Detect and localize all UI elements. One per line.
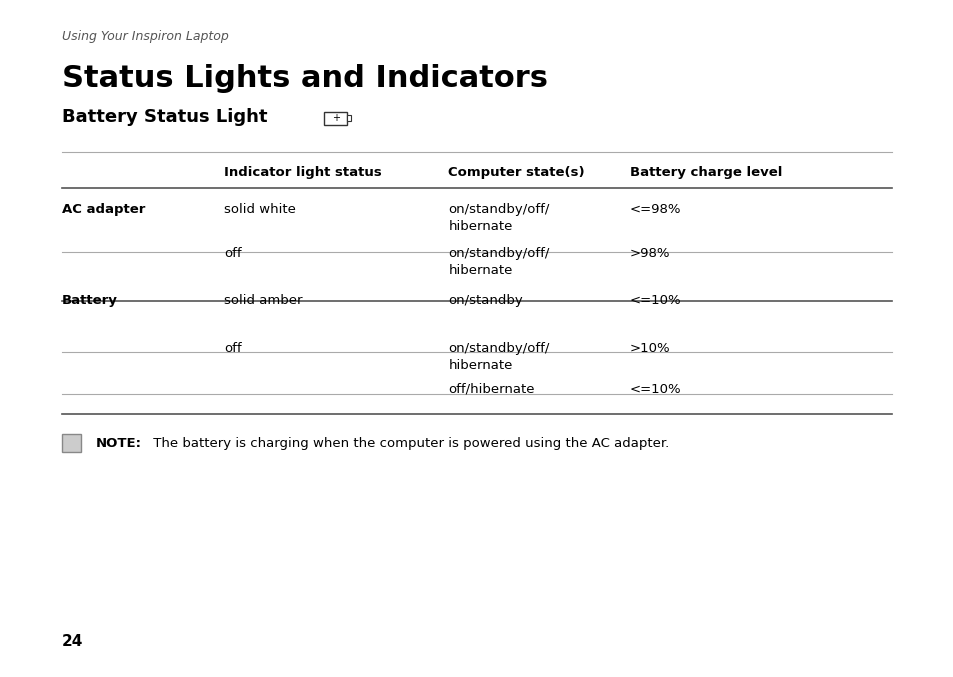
Text: +: + (332, 113, 339, 123)
Text: Status Lights and Indicators: Status Lights and Indicators (62, 64, 547, 93)
FancyBboxPatch shape (347, 115, 351, 121)
Text: Indicator light status: Indicator light status (224, 166, 381, 179)
Text: <=98%: <=98% (629, 203, 680, 216)
Text: AC adapter: AC adapter (62, 203, 145, 216)
Text: on/standby/off/
hibernate: on/standby/off/ hibernate (448, 203, 549, 233)
Text: on/standby: on/standby (448, 294, 522, 307)
Text: The battery is charging when the computer is powered using the AC adapter.: The battery is charging when the compute… (149, 437, 668, 450)
Text: Computer state(s): Computer state(s) (448, 166, 584, 179)
Text: 24: 24 (62, 634, 83, 649)
Text: on/standby/off/
hibernate: on/standby/off/ hibernate (448, 342, 549, 372)
Text: on/standby/off/
hibernate: on/standby/off/ hibernate (448, 247, 549, 277)
Text: solid white: solid white (224, 203, 295, 216)
Text: off: off (224, 342, 241, 355)
Text: >98%: >98% (629, 247, 669, 260)
FancyBboxPatch shape (62, 434, 81, 452)
Text: Battery: Battery (62, 294, 118, 307)
FancyBboxPatch shape (324, 112, 347, 125)
Text: <=10%: <=10% (629, 294, 680, 307)
Text: Battery charge level: Battery charge level (629, 166, 781, 179)
Text: solid amber: solid amber (224, 294, 302, 307)
Text: Battery Status Light: Battery Status Light (62, 108, 267, 127)
Text: >10%: >10% (629, 342, 670, 355)
Text: Using Your Inspiron Laptop: Using Your Inspiron Laptop (62, 30, 229, 43)
Text: <=10%: <=10% (629, 383, 680, 395)
Text: off: off (224, 247, 241, 260)
Text: NOTE:: NOTE: (95, 437, 141, 450)
Text: off/hibernate: off/hibernate (448, 383, 535, 395)
